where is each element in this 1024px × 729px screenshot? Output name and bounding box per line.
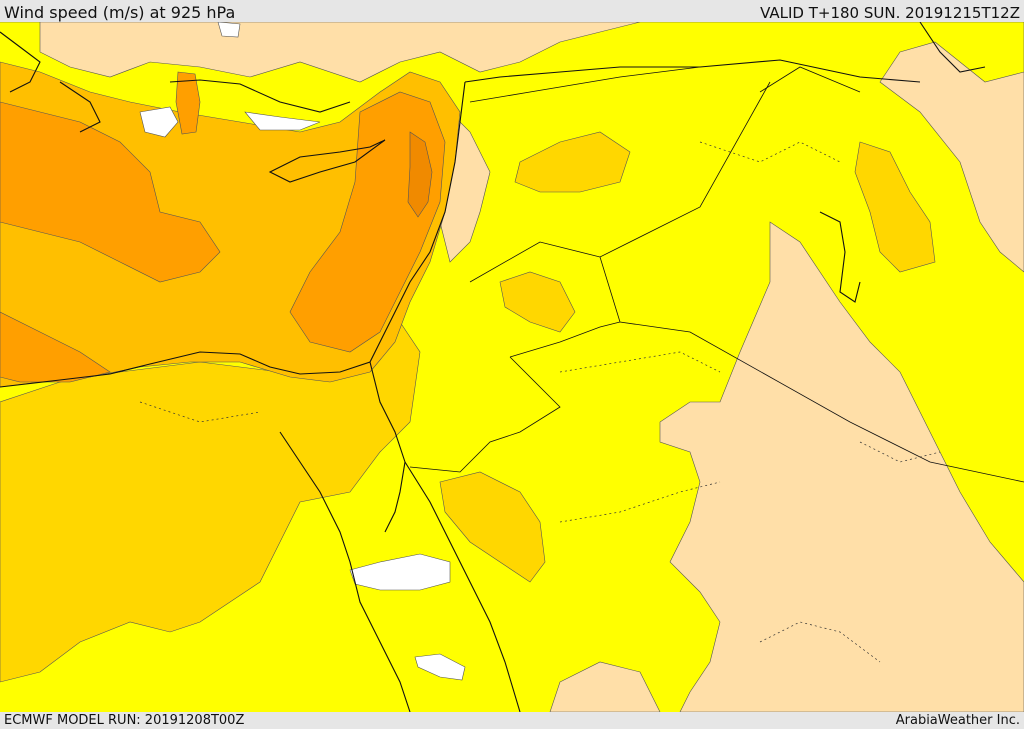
country-borders	[409, 66, 1024, 483]
calm-patch-cyprus-west	[244, 111, 321, 131]
wind-speed-map	[0, 22, 1024, 712]
moderate-wind-zone-west	[0, 321, 421, 683]
high-wind-peak-aegean	[175, 71, 201, 135]
credit-label: ArabiaWeather Inc.	[895, 713, 1020, 728]
coastlines	[0, 22, 986, 712]
footer-bar: ECMWF MODEL RUN: 20191208T00Z ArabiaWeat…	[0, 712, 1024, 729]
moderate-wind-zone-jordan	[499, 271, 576, 333]
moderate-wind-zone-sinai	[439, 471, 546, 583]
map-title: Wind speed (m/s) at 925 hPa	[4, 3, 236, 22]
valid-time-label: VALID T+180 SUN. 20191215T12Z	[760, 4, 1020, 22]
moderate-wind-zone-iraq	[854, 141, 936, 273]
high-wind-core-east	[289, 91, 446, 353]
header-bar: Wind speed (m/s) at 925 hPa VALID T+180 …	[0, 0, 1024, 22]
map-canvas	[0, 22, 1024, 712]
low-wind-zone-anatolia	[39, 22, 641, 83]
calm-patch-north	[217, 22, 241, 38]
admin-boundaries	[139, 141, 941, 663]
moderate-wind-zone-syria	[514, 131, 631, 193]
high-wind-core-south	[0, 311, 111, 383]
high-wind-core	[0, 101, 221, 283]
model-run-label: ECMWF MODEL RUN: 20191208T00Z	[4, 713, 245, 728]
low-wind-zone-north	[0, 22, 1024, 273]
calm-patch-south	[414, 653, 466, 681]
low-wind-zone-arabia	[659, 221, 1024, 712]
calm-patch-red-sea	[349, 553, 451, 591]
low-wind-zone-south	[549, 661, 661, 712]
high-wind-peak-levant	[407, 131, 433, 218]
calm-patch-crete	[139, 106, 179, 138]
